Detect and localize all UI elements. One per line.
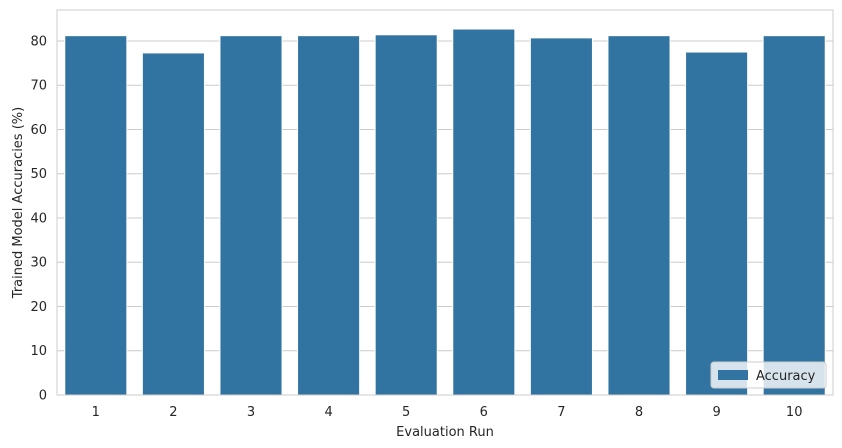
bar	[374, 34, 438, 396]
bar	[762, 35, 826, 396]
x-axis-ticks: 1 2 3 4 5 6 7 8 9 10	[92, 405, 803, 420]
x-tick-label: 10	[786, 405, 803, 420]
y-tick-label: 40	[30, 211, 47, 226]
legend-label: Accuracy	[756, 369, 816, 384]
x-tick-label: 1	[92, 405, 100, 420]
bar	[297, 35, 361, 396]
x-tick-label: 6	[480, 405, 488, 420]
bar	[141, 52, 205, 396]
bar-series	[64, 28, 826, 396]
bar	[452, 28, 516, 396]
x-tick-label: 5	[402, 405, 410, 420]
x-tick-label: 9	[712, 405, 720, 420]
y-tick-label: 80	[30, 34, 47, 49]
y-tick-label: 10	[30, 344, 47, 359]
bar	[529, 37, 593, 396]
y-axis-label: Trained Model Accuracies (%)	[11, 107, 26, 299]
y-tick-label: 70	[30, 79, 47, 94]
x-tick-label: 4	[324, 405, 332, 420]
y-tick-label: 0	[39, 389, 47, 404]
x-tick-label: 2	[169, 405, 177, 420]
y-axis-ticks: 0 10 20 30 40 50 60 70 80	[30, 34, 47, 403]
bar	[685, 51, 749, 396]
legend-box	[710, 361, 827, 389]
bar	[64, 35, 128, 396]
y-tick-label: 30	[30, 256, 47, 271]
legend-swatch	[718, 370, 748, 380]
y-tick-label: 20	[30, 300, 47, 315]
y-tick-label: 60	[30, 123, 47, 138]
x-tick-label: 3	[247, 405, 255, 420]
plot-frame	[56, 9, 834, 396]
x-tick-label: 8	[635, 405, 643, 420]
y-tick-label: 50	[30, 167, 47, 182]
legend: Accuracy	[710, 361, 827, 389]
x-tick-label: 7	[557, 405, 565, 420]
bar	[219, 35, 283, 396]
bar	[607, 35, 671, 396]
x-axis-label: Evaluation Run	[396, 425, 494, 440]
